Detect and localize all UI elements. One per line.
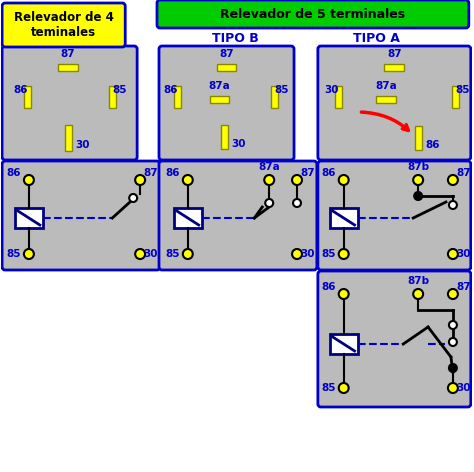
Circle shape (449, 338, 457, 346)
Circle shape (293, 199, 301, 207)
Bar (217, 64, 237, 70)
Circle shape (449, 201, 457, 209)
Bar (25, 86, 31, 108)
Circle shape (448, 249, 458, 259)
Bar (330, 334, 357, 354)
Text: 85: 85 (165, 249, 180, 259)
Text: 85: 85 (7, 249, 21, 259)
Text: 85: 85 (112, 85, 127, 95)
Text: 86: 86 (321, 168, 336, 178)
FancyBboxPatch shape (2, 46, 137, 160)
Circle shape (339, 383, 349, 393)
Text: 86: 86 (321, 282, 336, 292)
Circle shape (413, 175, 423, 185)
Bar (109, 86, 116, 108)
Text: 87: 87 (387, 49, 401, 59)
Circle shape (448, 289, 458, 299)
Text: 30: 30 (143, 249, 158, 259)
Bar (376, 95, 396, 102)
Text: 87a: 87a (375, 81, 397, 91)
Text: 86: 86 (7, 168, 21, 178)
Circle shape (129, 194, 137, 202)
Bar (174, 86, 182, 108)
Circle shape (449, 364, 457, 372)
Text: 87a: 87a (209, 81, 230, 91)
Circle shape (292, 249, 302, 259)
Circle shape (183, 249, 193, 259)
Text: 87b: 87b (407, 276, 429, 286)
Text: 86: 86 (164, 85, 178, 95)
Text: 87: 87 (456, 282, 471, 292)
Circle shape (448, 383, 458, 393)
Circle shape (135, 175, 145, 185)
FancyBboxPatch shape (318, 161, 471, 270)
Text: 87b: 87b (407, 162, 429, 172)
Text: 87: 87 (456, 168, 471, 178)
Text: 87a: 87a (258, 162, 280, 172)
Text: 30: 30 (231, 139, 246, 149)
Bar (452, 86, 459, 108)
Circle shape (264, 175, 274, 185)
FancyBboxPatch shape (318, 46, 471, 160)
Circle shape (414, 192, 422, 200)
Circle shape (339, 289, 349, 299)
Text: 30: 30 (300, 249, 314, 259)
Circle shape (24, 175, 34, 185)
Bar (335, 86, 342, 108)
Circle shape (339, 175, 349, 185)
Bar (330, 208, 357, 228)
Text: 85: 85 (321, 383, 336, 393)
Circle shape (24, 249, 34, 259)
Text: 30: 30 (456, 383, 470, 393)
Circle shape (448, 175, 458, 185)
Text: 85: 85 (456, 85, 470, 95)
Text: 30: 30 (75, 140, 90, 150)
Circle shape (339, 249, 349, 259)
FancyBboxPatch shape (318, 271, 471, 407)
Circle shape (183, 175, 193, 185)
Circle shape (265, 199, 273, 207)
Text: TIPO B: TIPO B (212, 32, 259, 44)
Text: 87: 87 (300, 168, 315, 178)
Bar (221, 125, 228, 149)
Bar (174, 208, 202, 228)
Bar (271, 86, 278, 108)
Text: 87: 87 (143, 168, 158, 178)
Bar (58, 64, 78, 70)
Circle shape (413, 289, 423, 299)
Text: Relevador de 5 terminales: Relevador de 5 terminales (220, 8, 405, 20)
Circle shape (292, 175, 302, 185)
Text: Relevador de 4
teminales: Relevador de 4 teminales (14, 11, 114, 39)
Bar (65, 125, 72, 151)
FancyBboxPatch shape (159, 46, 294, 160)
Text: 87: 87 (60, 49, 75, 59)
Circle shape (135, 249, 145, 259)
Bar (384, 64, 404, 70)
Text: 85: 85 (321, 249, 336, 259)
FancyBboxPatch shape (157, 0, 469, 28)
Text: 30: 30 (325, 85, 339, 95)
Text: 86: 86 (14, 85, 28, 95)
Bar (15, 208, 43, 228)
Bar (210, 95, 229, 102)
Text: TIPO A: TIPO A (353, 32, 400, 44)
Text: 86: 86 (165, 168, 180, 178)
Text: 85: 85 (274, 85, 288, 95)
FancyBboxPatch shape (159, 161, 317, 270)
Text: 86: 86 (425, 140, 439, 150)
FancyBboxPatch shape (2, 161, 160, 270)
Bar (415, 126, 422, 150)
FancyBboxPatch shape (2, 3, 125, 47)
Text: 30: 30 (456, 249, 470, 259)
Text: 87: 87 (219, 49, 234, 59)
Circle shape (449, 321, 457, 329)
